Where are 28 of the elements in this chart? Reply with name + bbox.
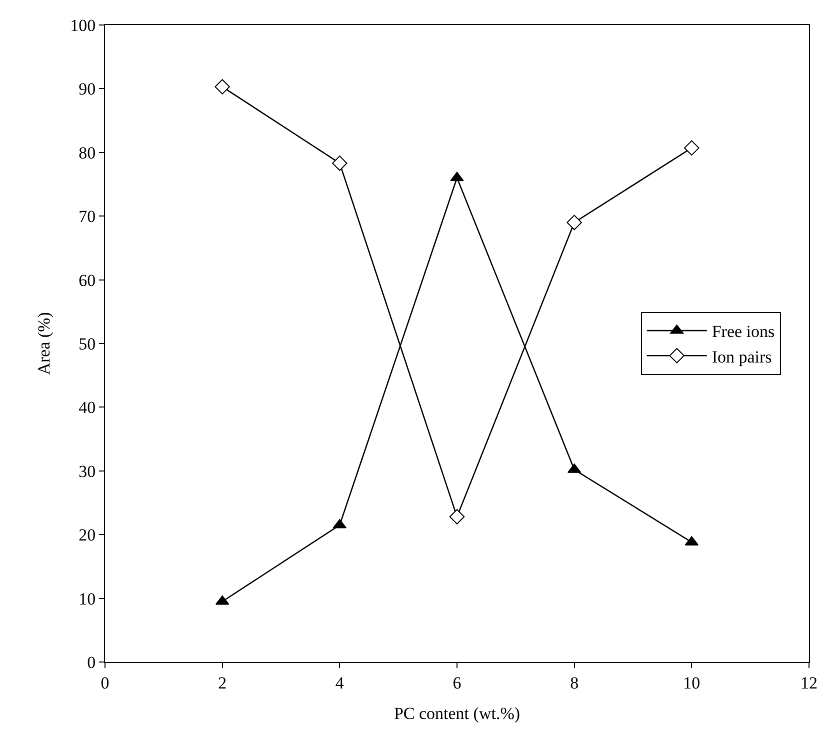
point (214, 79, 230, 94)
y-tick-label: 0 (87, 652, 96, 672)
legend-label: Ion pairs (712, 347, 772, 366)
x-tick-label: 6 (452, 673, 462, 692)
y-tick-label: 60 (78, 270, 96, 290)
x-tick-label: 0 (100, 673, 110, 692)
x-tick-label: 2 (218, 673, 227, 692)
x-tick-label: 4 (335, 673, 344, 692)
point (449, 509, 465, 524)
legend-label: Free ions (712, 322, 775, 342)
y-tick-label: 100 (70, 16, 96, 35)
point (450, 172, 464, 182)
y-tick-label: 40 (78, 398, 96, 418)
y-tick-label: 10 (78, 589, 96, 608)
x-tick-label: 8 (570, 673, 579, 692)
point (332, 156, 348, 171)
y-tick-label: 80 (78, 143, 96, 162)
y-tick-label: 70 (78, 207, 96, 226)
y-tick-label: 90 (78, 80, 96, 99)
y-axis-title: Area (%) (34, 312, 54, 375)
point (684, 140, 700, 156)
x-axis-title: PC content (wt.%) (394, 704, 520, 723)
x-tick-label: 10 (683, 673, 700, 692)
x-tick-label: 12 (800, 673, 818, 692)
y-tick-label: 20 (78, 526, 96, 545)
point (566, 214, 582, 230)
y-tick-label: 30 (78, 462, 96, 481)
y-tick-label: 50 (78, 334, 96, 354)
